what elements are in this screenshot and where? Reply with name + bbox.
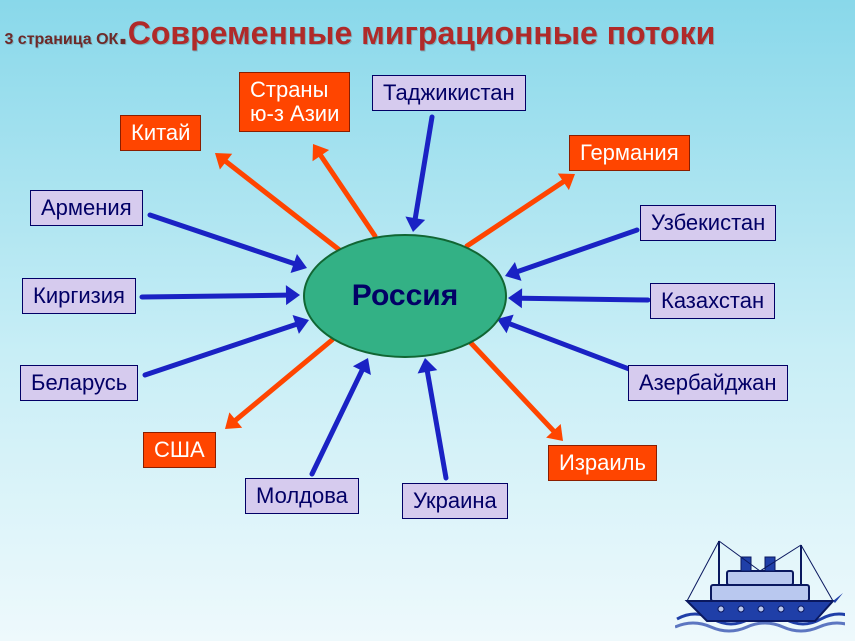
node-china: Китай — [120, 115, 201, 151]
diagram-stage: { "type": "network", "background_gradien… — [0, 0, 855, 641]
node-usa: США — [143, 432, 216, 468]
node-uzbekistan: Узбекистан — [640, 205, 776, 241]
slide-title: 3 страница ОК.Современные миграционные п… — [0, 14, 855, 53]
center-label: Россия — [352, 279, 459, 313]
node-armenia: Армения — [30, 190, 143, 226]
center-node-russia: Россия — [303, 234, 507, 358]
title-main: Современные миграционные потоки — [128, 15, 716, 51]
node-kyrgyzstan: Киргизия — [22, 278, 136, 314]
node-moldova: Молдова — [245, 478, 359, 514]
node-belarus: Беларусь — [20, 365, 138, 401]
node-se_asia: Страны ю-з Азии — [239, 72, 350, 132]
ship-icon — [675, 523, 845, 633]
node-tajikistan: Таджикистан — [372, 75, 526, 111]
node-israel: Израиль — [548, 445, 657, 481]
title-prefix: 3 страница ОК — [4, 31, 118, 48]
node-kazakhstan: Казахстан — [650, 283, 775, 319]
node-azerbaijan: Азербайджан — [628, 365, 788, 401]
node-germany: Германия — [569, 135, 690, 171]
title-dot: . — [118, 14, 127, 52]
node-ukraine: Украина — [402, 483, 508, 519]
